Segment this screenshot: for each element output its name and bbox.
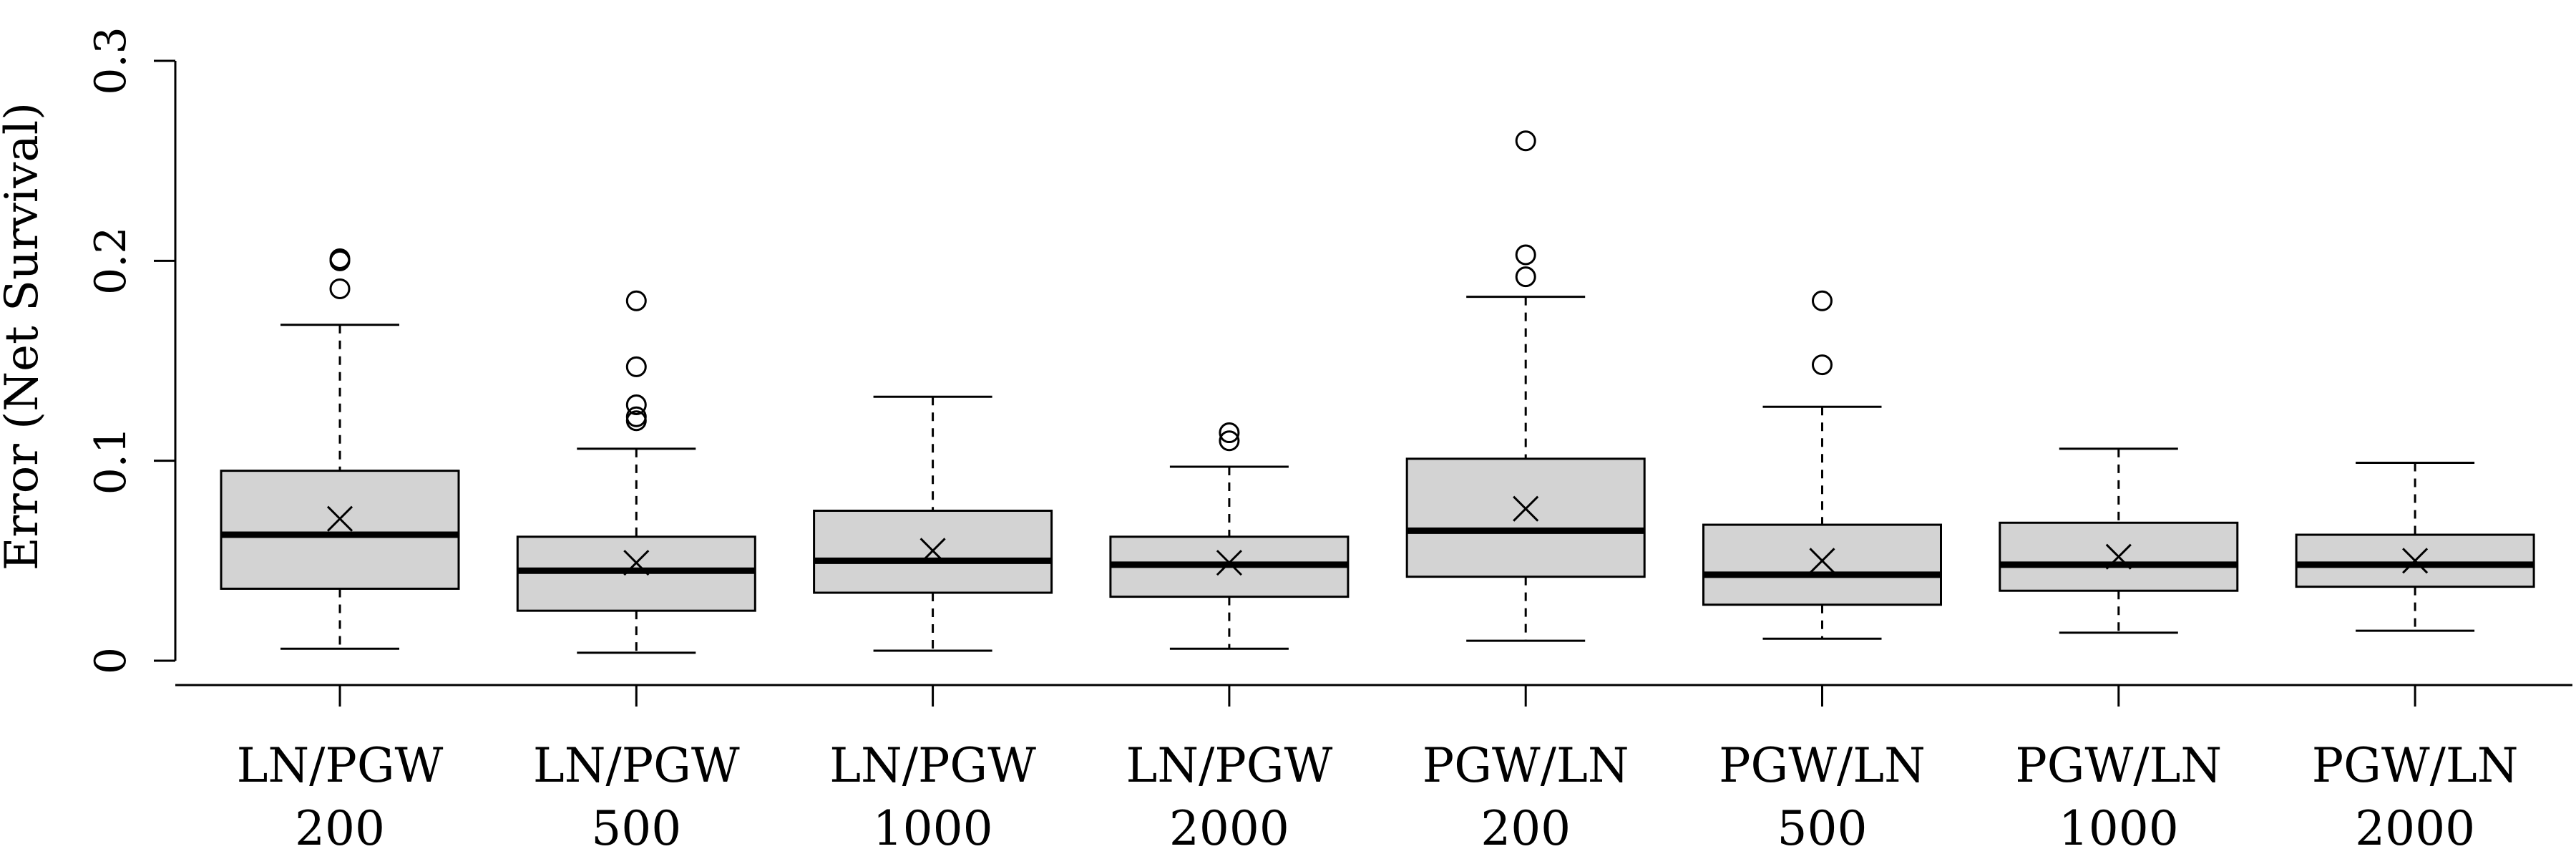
iqr-box	[1405, 457, 1646, 578]
mean-marker	[1809, 548, 1835, 574]
mean-marker-stroke	[919, 538, 946, 564]
outlier-point	[1515, 130, 1536, 152]
mean-marker	[1513, 495, 1539, 522]
mean-marker-stroke	[1809, 548, 1835, 574]
outlier-point	[329, 278, 351, 299]
iqr-box	[1702, 523, 1942, 606]
y-tick-label: 0	[86, 647, 136, 674]
outlier-point	[625, 394, 647, 415]
mean-marker	[1216, 550, 1242, 576]
box-group	[1405, 130, 1646, 642]
x-tick-label: 200	[295, 801, 385, 856]
y-tick-label: 0.1	[86, 427, 136, 495]
outlier-point	[1219, 430, 1240, 452]
outlier-point	[1812, 290, 1833, 311]
mean-marker-stroke	[2402, 548, 2429, 574]
boxes	[220, 130, 2535, 654]
outlier-point	[1219, 422, 1240, 444]
mean-marker-stroke	[1216, 550, 1242, 576]
mean-marker	[326, 505, 353, 532]
x-tick-label: PGW/LN	[1423, 738, 1629, 793]
x-tick-label: PGW/LN	[2015, 738, 2222, 793]
outlier-point	[1812, 354, 1833, 376]
mean-marker-stroke	[1513, 495, 1539, 522]
box-group	[516, 290, 756, 654]
x-tick-label: 2000	[1169, 801, 1289, 856]
x-tick-label: LN/PGW	[533, 738, 740, 793]
box-group	[1109, 422, 1350, 650]
box-group	[1702, 290, 1942, 640]
x-tick-label: 1000	[2059, 801, 2179, 856]
x-tick-label: 2000	[2355, 801, 2475, 856]
x-tick-label: LN/PGW	[237, 738, 444, 793]
x-tick-label: LN/PGW	[829, 738, 1036, 793]
mean-marker-stroke	[623, 550, 650, 576]
box-group	[813, 395, 1053, 652]
mean-marker-stroke	[326, 505, 353, 532]
mean-marker	[623, 550, 650, 576]
iqr-box	[220, 470, 460, 590]
x-tick-label: 500	[591, 801, 681, 856]
x-tick-label: PGW/LN	[1719, 738, 1926, 793]
outlier-point	[1515, 266, 1536, 288]
outlier-point	[625, 406, 647, 427]
x-tick-label: PGW/LN	[2312, 738, 2519, 793]
y-tick-label: 0.2	[86, 227, 136, 295]
mean-marker-stroke	[2105, 543, 2132, 570]
mean-marker	[919, 538, 946, 564]
outlier-point	[625, 290, 647, 311]
x-tick-label: 500	[1777, 801, 1868, 856]
mean-marker	[2402, 548, 2429, 574]
x-tick-label: LN/PGW	[1126, 738, 1333, 793]
box-group	[1999, 447, 2239, 634]
y-axis-label: Error (Net Survival)	[0, 102, 49, 571]
outlier-point	[1515, 244, 1536, 266]
x-tick-label: 1000	[873, 801, 993, 856]
mean-marker	[2105, 543, 2132, 570]
x-tick-label: 200	[1480, 801, 1571, 856]
box-group	[2295, 461, 2535, 632]
outlier-point	[625, 356, 647, 377]
y-tick-label: 0.3	[86, 26, 136, 94]
x-axis: LN/PGW 200 LN/PGW 500 LN/PGW 1000 LN/PGW 2000 PG…	[175, 684, 2572, 856]
outlier-point	[329, 248, 351, 270]
y-axis: 0 0.1 0.2 0.3	[86, 26, 177, 674]
box-group	[220, 248, 460, 650]
